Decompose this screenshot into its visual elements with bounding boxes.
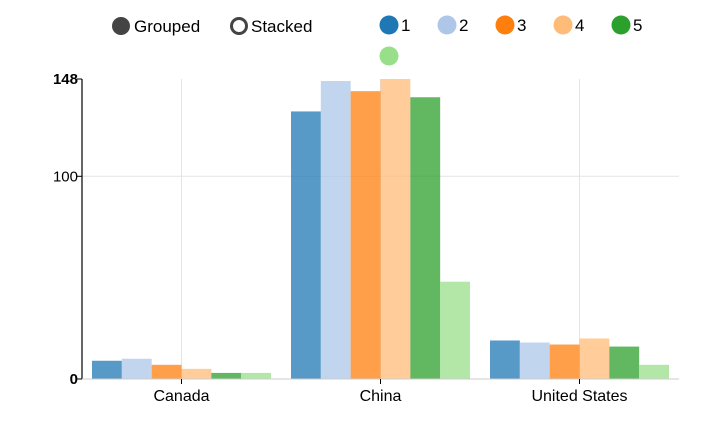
x-tick-label: China [360, 388, 402, 405]
bar-canada-series-4[interactable] [181, 368, 212, 379]
bar-china-series-1[interactable] [291, 111, 321, 379]
legend-label[interactable]: 1 [401, 16, 410, 35]
y-tick-label: 100 [53, 168, 78, 185]
stacked-radio-label[interactable]: Stacked [251, 17, 312, 36]
x-tick-label: United States [531, 388, 627, 405]
legend-item-6[interactable] [379, 46, 399, 66]
legend-swatch[interactable] [611, 15, 631, 35]
legend-label[interactable]: 3 [517, 16, 526, 35]
bar-united-states-series-4[interactable] [579, 338, 610, 379]
bar-canada-series-1[interactable] [92, 360, 122, 379]
legend-label[interactable]: 4 [575, 16, 584, 35]
legend-item-1[interactable]: 1 [379, 15, 411, 36]
bar-china-series-4[interactable] [380, 79, 411, 379]
grouped-radio[interactable]: Grouped [112, 17, 200, 36]
y-tick-label: 0 [70, 371, 78, 388]
bar-united-states-series-6[interactable] [639, 364, 669, 379]
bar-united-states-series-5[interactable] [609, 346, 640, 379]
y-tick-label: 148 [53, 71, 78, 88]
legend-item-3[interactable]: 3 [495, 15, 527, 36]
legend-swatch[interactable] [437, 15, 457, 35]
stacked-radio-dot[interactable] [230, 17, 248, 35]
legend-item-5[interactable]: 5 [611, 15, 643, 36]
bar-united-states-series-3[interactable] [549, 344, 580, 379]
axes: 0 100 148 Canada China United States [53, 71, 679, 405]
bar-canada-series-3[interactable] [151, 364, 182, 379]
legend-label[interactable]: 5 [633, 16, 642, 35]
chart-mode-controls: Grouped Stacked [112, 17, 312, 36]
x-tick-label: Canada [153, 388, 209, 405]
bar-united-states-series-2[interactable] [519, 342, 550, 379]
bar-united-states-series-1[interactable] [490, 340, 520, 379]
bars [92, 79, 669, 380]
legend-swatch[interactable] [379, 46, 399, 66]
legend-swatch[interactable] [495, 15, 515, 35]
bar-china-series-3[interactable] [350, 91, 381, 379]
grouped-radio-dot[interactable] [112, 17, 130, 35]
bar-canada-series-2[interactable] [121, 358, 152, 379]
stacked-radio[interactable]: Stacked [230, 17, 313, 36]
bar-china-series-2[interactable] [320, 81, 351, 379]
bar-china-series-6[interactable] [440, 281, 470, 379]
legend: 1 2 3 4 5 [379, 15, 643, 66]
grouped-radio-label[interactable]: Grouped [134, 17, 200, 36]
legend-item-2[interactable]: 2 [437, 15, 469, 36]
bar-china-series-5[interactable] [410, 97, 441, 380]
legend-swatch[interactable] [379, 15, 399, 35]
legend-swatch[interactable] [553, 15, 573, 35]
bar-canada-series-5[interactable] [211, 372, 242, 379]
bar-canada-series-6[interactable] [241, 372, 271, 379]
legend-label[interactable]: 2 [459, 16, 468, 35]
legend-item-4[interactable]: 4 [553, 15, 585, 36]
